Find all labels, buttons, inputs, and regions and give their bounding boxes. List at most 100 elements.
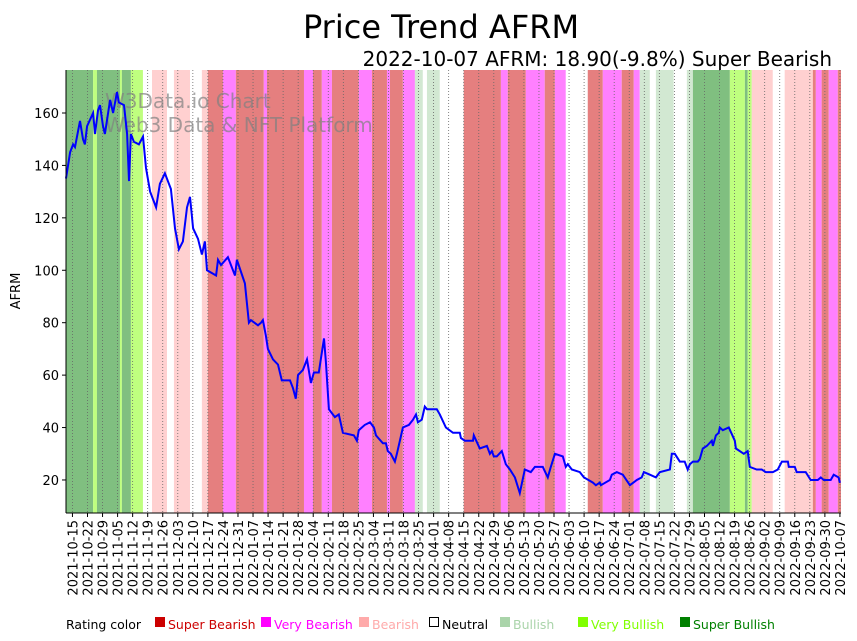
x-tick-label: 2022-07-01 <box>623 520 638 596</box>
legend-label: Bullish <box>513 617 555 632</box>
rating-band <box>121 70 131 513</box>
rating-band <box>422 70 427 513</box>
legend-swatch <box>359 617 369 627</box>
rating-band <box>828 70 838 513</box>
x-tick-label: 2022-07-29 <box>683 520 698 596</box>
y-tick-label: 20 <box>42 474 59 489</box>
rating-band <box>744 70 748 513</box>
x-tick-label: 2021-12-10 <box>187 520 202 596</box>
watermark-line-1: W3Data.io Chart <box>105 89 271 113</box>
rating-band <box>439 70 464 513</box>
rating-band <box>130 70 143 513</box>
rating-band <box>751 70 773 513</box>
y-tick-label: 60 <box>42 369 59 384</box>
rating-band <box>565 70 588 513</box>
rating-band <box>389 70 403 513</box>
rating-band <box>587 70 603 513</box>
x-tick-label: 2021-12-24 <box>217 520 232 596</box>
y-tick-label: 80 <box>42 317 59 332</box>
rating-band <box>321 70 332 513</box>
x-tick-label: 2022-04-08 <box>443 520 458 596</box>
legend-swatch <box>429 617 439 627</box>
x-tick-label: 2021-11-05 <box>112 520 127 596</box>
x-tick-label: 2022-08-12 <box>714 520 729 596</box>
x-tick-label: 2022-08-26 <box>744 520 759 596</box>
x-tick-label: 2022-04-01 <box>428 520 443 596</box>
rating-band <box>66 70 94 513</box>
x-tick-label: 2022-10-07 <box>834 520 849 596</box>
legend-swatch <box>155 617 165 627</box>
rating-band <box>93 70 97 513</box>
legend-label: Super Bullish <box>693 617 775 632</box>
legend-swatch <box>680 617 690 627</box>
rating-band <box>772 70 785 513</box>
rating-band <box>729 70 745 513</box>
rating-band <box>222 70 236 513</box>
x-tick-label: 2021-11-12 <box>127 520 142 596</box>
rating-band <box>173 70 191 513</box>
x-tick-label: 2022-09-23 <box>804 520 819 596</box>
rating-band <box>313 70 322 513</box>
y-tick-label: 120 <box>34 212 59 227</box>
x-tick-label: 2022-03-25 <box>413 520 428 596</box>
x-tick-label: 2021-12-03 <box>172 520 187 596</box>
rating-band <box>655 70 674 513</box>
rating-band <box>784 70 813 513</box>
rating-band <box>554 70 566 513</box>
rating-band <box>837 70 841 513</box>
legend-title: Rating color <box>66 617 142 632</box>
rating-band <box>621 70 634 513</box>
legend-label: Very Bearish <box>274 617 353 632</box>
x-tick-label: 2022-04-29 <box>488 520 503 596</box>
rating-band <box>426 70 440 513</box>
x-tick-label: 2022-02-11 <box>322 520 337 596</box>
x-tick-label: 2022-06-17 <box>593 520 608 596</box>
rating-band <box>386 70 390 513</box>
x-tick-label: 2022-01-21 <box>277 520 292 596</box>
rating-band <box>633 70 640 513</box>
x-tick-label: 2022-05-13 <box>518 520 533 596</box>
rating-band <box>235 70 264 513</box>
rating-band <box>649 70 656 513</box>
rating-band <box>358 70 372 513</box>
rating-band <box>639 70 650 513</box>
legend-label: Very Bullish <box>591 617 665 632</box>
x-tick-label: 2022-06-03 <box>563 520 578 596</box>
rating-band <box>167 70 174 513</box>
x-tick-label: 2022-02-25 <box>352 520 367 596</box>
rating-band <box>96 70 120 513</box>
axes: 2021-10-15 2021-10-22 2021-10-29 2021-11-05… <box>34 70 849 596</box>
rating-band <box>142 70 152 513</box>
x-tick-label: 2021-11-26 <box>157 520 172 596</box>
rating-band <box>692 70 730 513</box>
x-tick-label: 2022-01-28 <box>292 520 307 596</box>
x-tick-label: 2022-04-15 <box>458 520 473 596</box>
x-tick-label: 2022-03-04 <box>367 520 382 596</box>
rating-band <box>544 70 555 513</box>
x-tick-label: 2021-12-31 <box>232 520 247 596</box>
rating-band <box>119 70 122 513</box>
grid-lines <box>72 70 841 513</box>
rating-band <box>602 70 622 513</box>
x-tick-label: 2021-10-15 <box>66 520 81 596</box>
x-tick-label: 2022-06-24 <box>608 520 623 596</box>
chart-subtitle: 2022-10-07 AFRM: 18.90(-9.8%) Super Bear… <box>363 47 832 71</box>
y-tick-label: 140 <box>34 159 59 174</box>
rating-band <box>151 70 168 513</box>
rating-band <box>371 70 387 513</box>
rating-bands <box>66 70 841 513</box>
x-tick-label: 2022-05-27 <box>548 520 563 596</box>
legend-label: Neutral <box>442 617 489 632</box>
x-tick-label: 2022-01-07 <box>247 520 262 596</box>
rating-band <box>686 70 693 513</box>
rating-band <box>190 70 202 513</box>
legend-swatch <box>500 617 510 627</box>
rating-band <box>507 70 526 513</box>
x-tick-label: 2022-02-04 <box>307 520 322 596</box>
rating-band <box>812 70 816 513</box>
y-tick-label: 160 <box>34 107 59 122</box>
legend-swatch <box>578 617 588 627</box>
watermark-line-2: Web3 Data & NFT Platform <box>105 113 373 137</box>
rating-band <box>303 70 314 513</box>
